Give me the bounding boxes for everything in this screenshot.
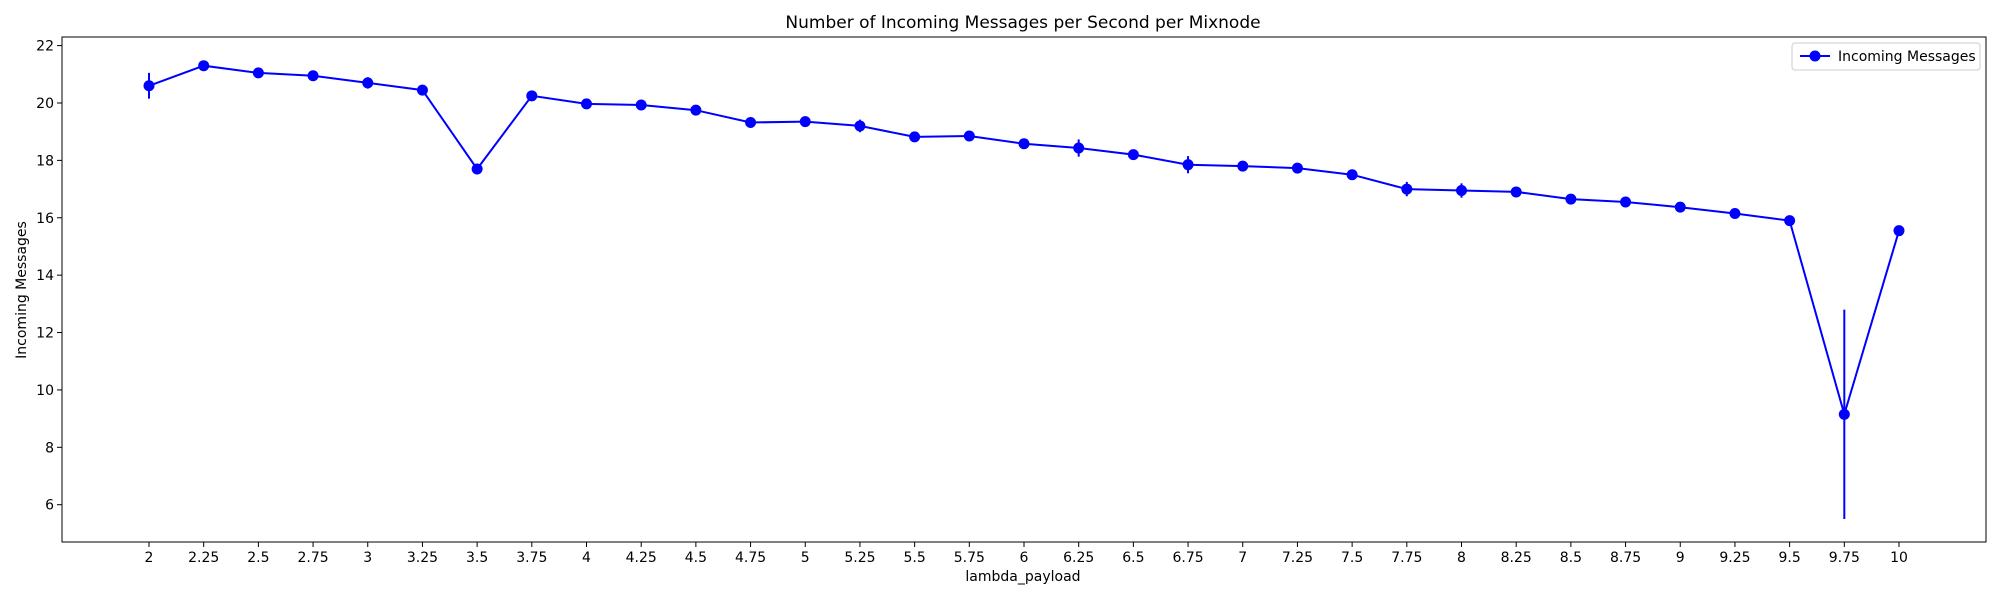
x-tick-label: 2.75: [297, 550, 328, 566]
data-point: [362, 77, 374, 89]
data-point: [1291, 162, 1303, 174]
x-tick-label: 9: [1676, 550, 1685, 566]
data-point: [1182, 159, 1194, 171]
data-point: [471, 163, 483, 175]
series-line: [148, 64, 1900, 418]
x-tick-label: 8: [1457, 550, 1466, 566]
x-tick-label: 7.5: [1341, 550, 1363, 566]
y-tick-label: 12: [36, 326, 54, 342]
y-axis: 6 8 10 12 14 16 18 20 22: [36, 39, 62, 514]
x-tick-label: 2.25: [188, 550, 219, 566]
data-point: [1401, 183, 1413, 195]
data-point: [1565, 193, 1577, 205]
data-point: [1893, 225, 1905, 237]
legend: Incoming Messages: [1791, 42, 1981, 71]
data-point: [1674, 201, 1686, 213]
data-point: [635, 99, 647, 111]
data-point: [1018, 138, 1030, 150]
x-tick-label: 4.75: [735, 550, 766, 566]
x-tick-label: 3.25: [407, 550, 438, 566]
y-tick-label: 16: [36, 211, 54, 227]
data-point: [1073, 142, 1085, 154]
y-tick-label: 18: [36, 153, 54, 169]
data-point: [1784, 215, 1796, 227]
x-tick-label: 4.5: [685, 550, 707, 566]
x-tick-label: 5.75: [954, 550, 985, 566]
y-tick-label: 8: [45, 440, 54, 456]
data-point: [252, 67, 264, 79]
x-tick-label: 7.25: [1282, 550, 1313, 566]
y-tick-label: 10: [36, 383, 54, 399]
y-tick-label: 14: [36, 268, 54, 284]
series-layer: [143, 60, 1905, 520]
x-tick-label: 5.25: [844, 550, 875, 566]
data-point: [416, 84, 428, 96]
plot-area-frame: [61, 36, 1987, 543]
data-point: [307, 70, 319, 82]
x-tick-label: 4: [582, 550, 591, 566]
x-tick-label: 5.5: [903, 550, 925, 566]
data-point: [1620, 196, 1632, 208]
data-point: [1510, 186, 1522, 198]
data-point: [1346, 169, 1358, 181]
x-tick-label: 6.5: [1122, 550, 1144, 566]
data-point: [799, 116, 811, 128]
legend-marker: [1809, 50, 1821, 62]
x-tick-label: 6: [1020, 550, 1029, 566]
x-tick-label: 9.75: [1829, 550, 1860, 566]
data-point: [1127, 149, 1139, 161]
x-tick-label: 8.75: [1610, 550, 1641, 566]
x-tick-label: 7.75: [1391, 550, 1422, 566]
x-tick-label: 6.25: [1063, 550, 1094, 566]
y-tick-label: 22: [36, 39, 54, 55]
x-tick-label: 8.5: [1560, 550, 1582, 566]
data-point: [909, 131, 921, 143]
data-point: [581, 98, 592, 110]
data-point: [143, 80, 155, 92]
x-tick-label: 6.75: [1172, 550, 1203, 566]
x-tick-label: 9.25: [1719, 550, 1750, 566]
x-tick-label: 10: [1890, 550, 1908, 566]
x-tick-label: 2: [145, 550, 154, 566]
data-point: [1729, 207, 1741, 219]
x-tick-label: 7: [1238, 550, 1247, 566]
x-tick-label: 3: [363, 550, 372, 566]
data-point: [745, 117, 757, 129]
data-point: [1838, 408, 1850, 420]
data-point: [1456, 185, 1467, 197]
legend-box: [1791, 42, 1981, 71]
x-tick-label: 5: [801, 550, 810, 566]
legend-label: Incoming Messages: [1838, 49, 1976, 65]
x-tick-label: 2.5: [247, 550, 269, 566]
y-tick-label: 20: [36, 96, 54, 112]
x-tick-label: 3.5: [466, 550, 488, 566]
data-point: [690, 104, 702, 116]
y-tick-label: 6: [45, 498, 54, 514]
x-axis: 2 2.25 2.5 2.75 3 3.25 3.5 3.75 4 4.25 4.5 4.75 5 5.2…: [145, 542, 1908, 566]
data-point: [198, 60, 210, 72]
x-tick-label: 3.75: [516, 550, 547, 566]
data-point: [854, 120, 866, 132]
y-axis-label: Incoming Messages: [14, 221, 30, 359]
x-axis-label: lambda_payload: [965, 569, 1080, 585]
data-point: [963, 130, 975, 142]
data-point: [526, 90, 538, 102]
data-point: [1237, 160, 1249, 172]
x-tick-label: 9.5: [1778, 550, 1800, 566]
x-tick-label: 4.25: [626, 550, 657, 566]
x-tick-label: 8.25: [1501, 550, 1532, 566]
chart-title: Number of Incoming Messages per Second p…: [785, 13, 1260, 33]
